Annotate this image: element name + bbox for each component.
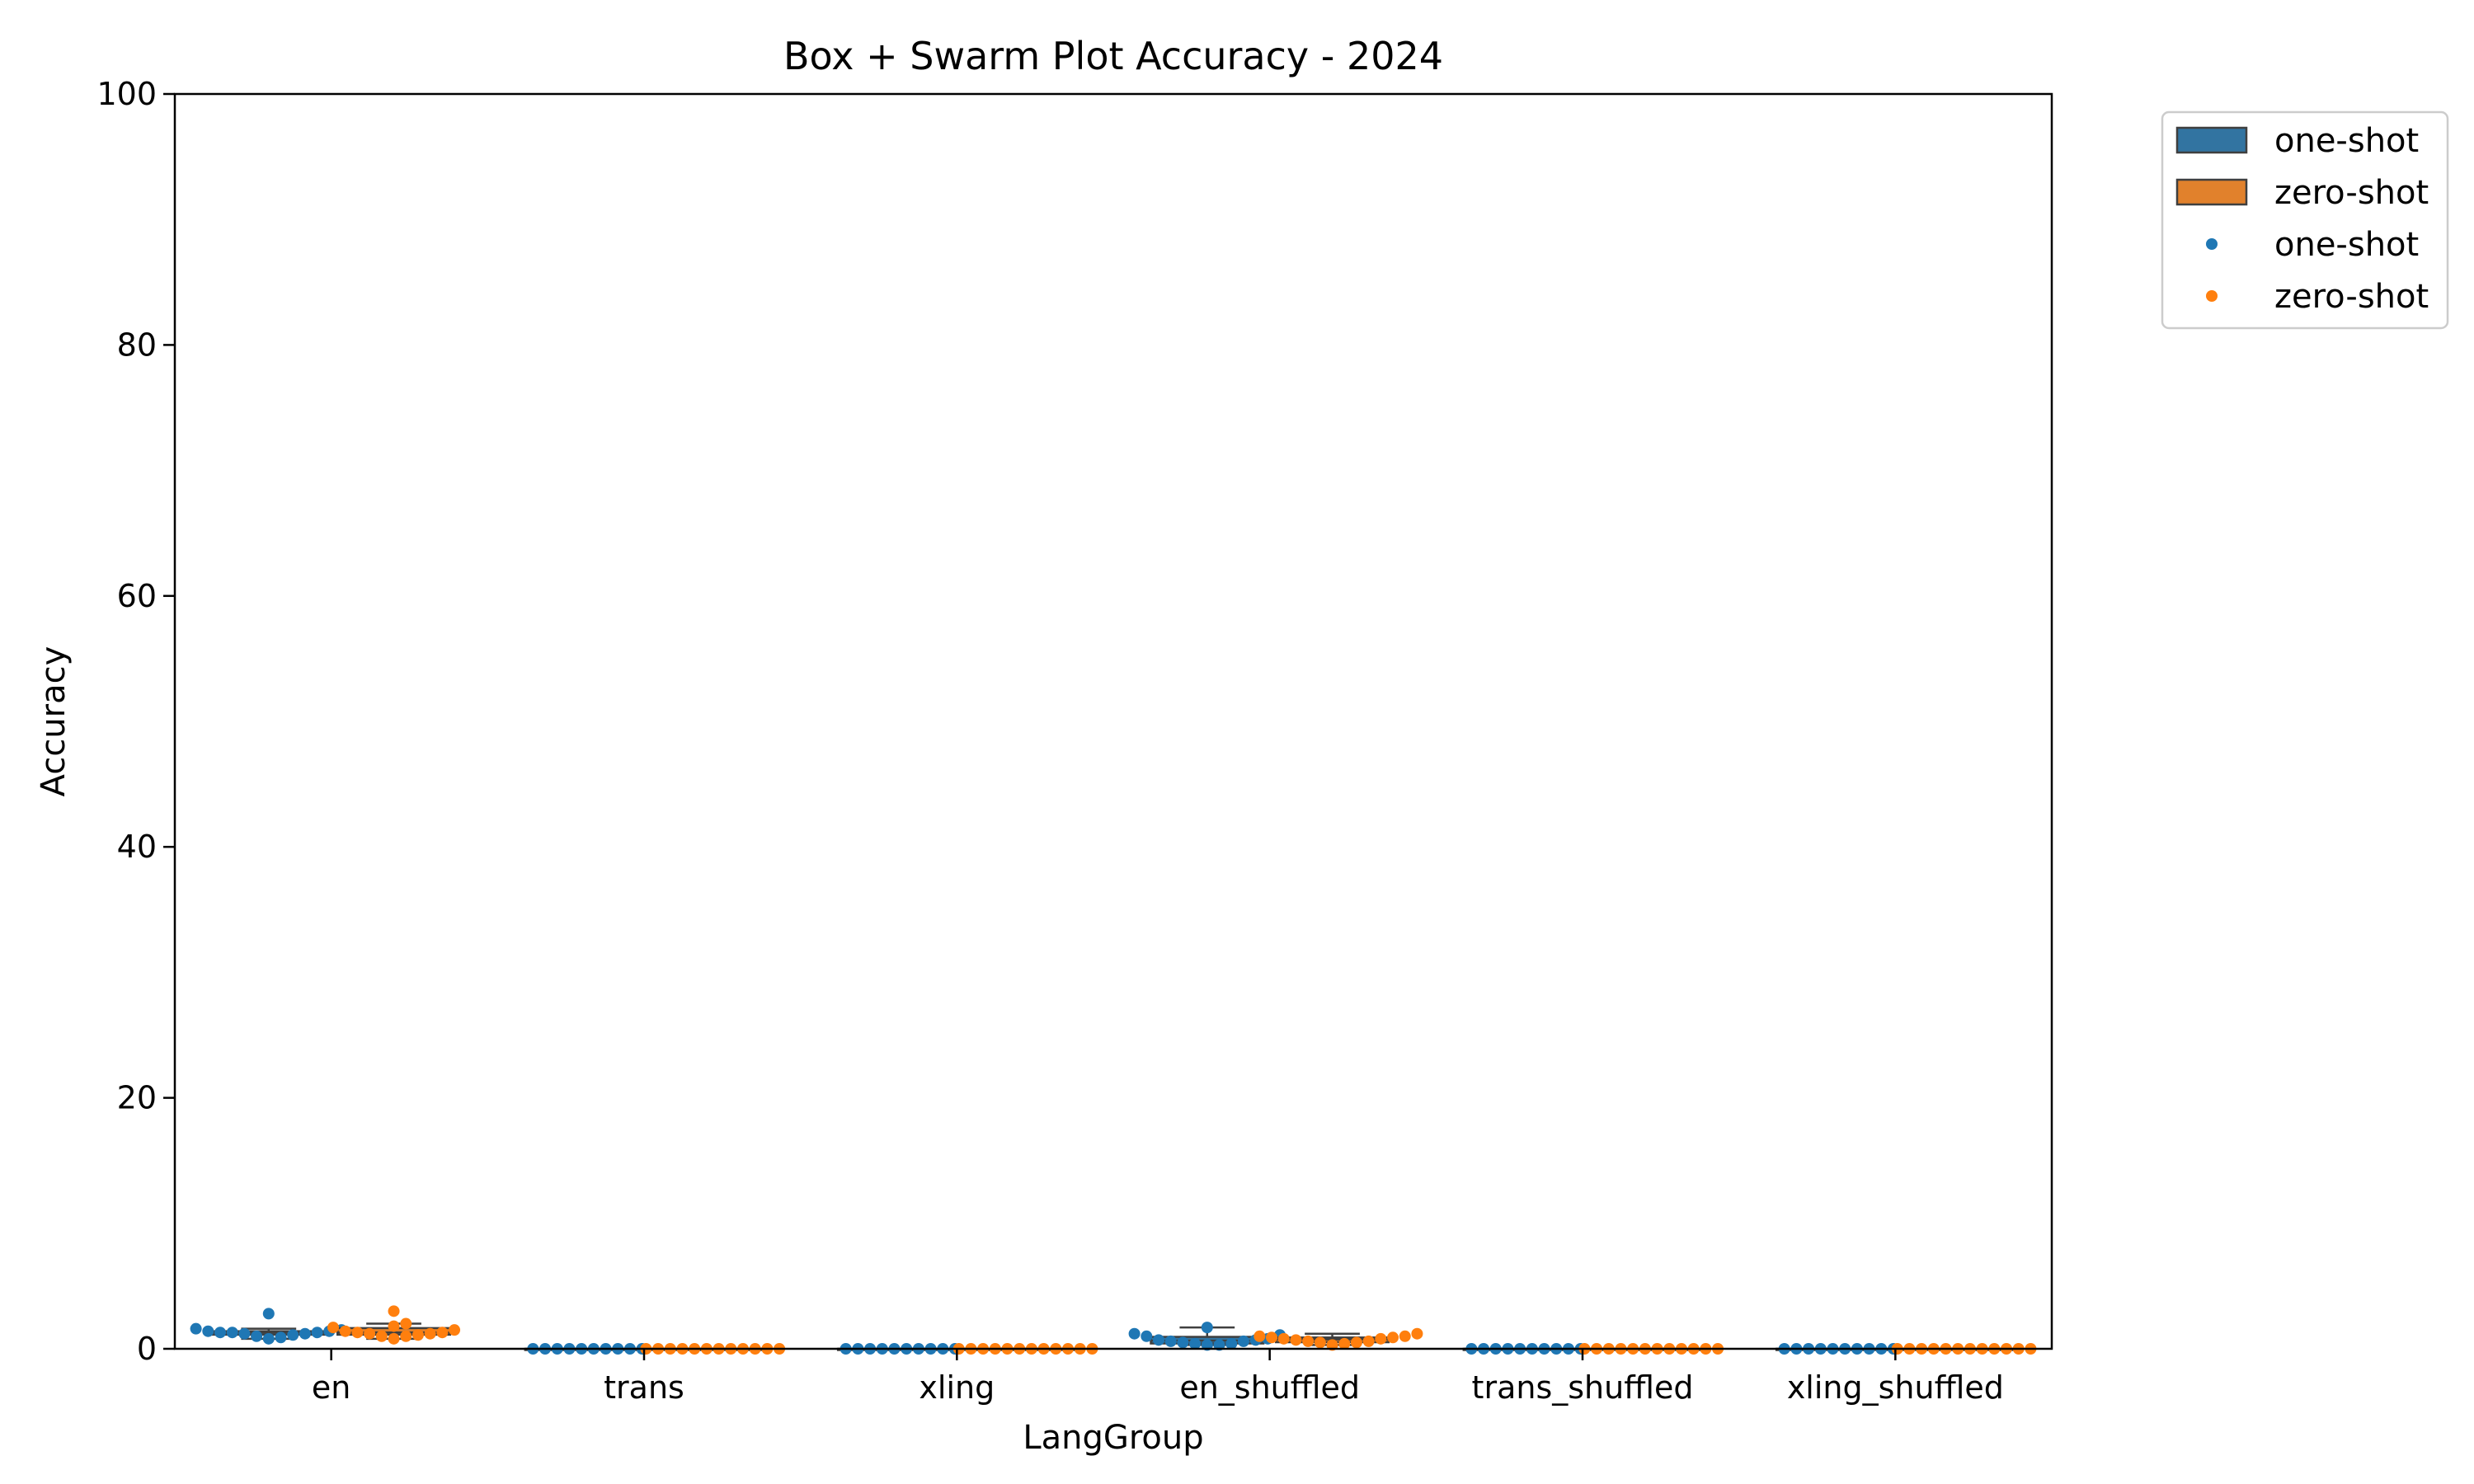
x-tick-label: xling_shuffled — [1787, 1369, 2004, 1406]
y-axis-label: Accuracy — [35, 646, 73, 797]
swarm-point-zero-shot — [424, 1327, 436, 1340]
swarm-point-one-shot — [214, 1327, 226, 1339]
y-tick-label: 40 — [117, 829, 157, 865]
swarm-point-zero-shot — [1314, 1336, 1326, 1349]
swarm-point-zero-shot — [364, 1327, 376, 1340]
swarm-point-one-shot — [190, 1322, 202, 1335]
swarm-point-one-shot — [1153, 1334, 1164, 1346]
x-tick-label: trans — [604, 1369, 684, 1406]
swarm-point-one-shot — [238, 1327, 251, 1340]
swarm-point-one-shot — [311, 1327, 323, 1339]
x-axis-label: LangGroup — [1023, 1419, 1203, 1457]
swarm-point-zero-shot — [1350, 1336, 1362, 1349]
x-tick-label: trans_shuffled — [1472, 1369, 1694, 1406]
swarm-point-one-shot — [262, 1332, 275, 1345]
swarm-point-zero-shot — [1290, 1334, 1302, 1346]
legend-label: one-shot — [2274, 226, 2419, 264]
swarm-point-one-shot — [226, 1327, 238, 1339]
swarm-point-zero-shot — [388, 1332, 400, 1345]
swarm-point-zero-shot — [1253, 1330, 1266, 1342]
swarm-point-one-shot — [1141, 1330, 1153, 1342]
x-tick-label: en — [312, 1369, 350, 1406]
swarm-point-one-shot — [1225, 1337, 1238, 1350]
legend-box-swatch-zero-shot — [2175, 178, 2248, 206]
swarm-point-zero-shot — [412, 1329, 424, 1341]
plot-frame — [173, 92, 2053, 1350]
swarm-point-zero-shot — [339, 1325, 351, 1337]
legend-label: zero-shot — [2274, 278, 2429, 316]
y-tick-label: 60 — [117, 578, 157, 614]
swarm-point-zero-shot — [400, 1330, 412, 1342]
swarm-point-one-shot — [275, 1331, 287, 1344]
legend-point-swatch-zero-shot — [2206, 290, 2218, 302]
swarm-point-zero-shot — [436, 1327, 449, 1339]
swarm-point-zero-shot — [351, 1327, 364, 1339]
swarm-point-zero-shot — [375, 1330, 388, 1342]
swarm-point-one-shot — [1164, 1335, 1177, 1347]
swarm-point-zero-shot — [327, 1322, 340, 1334]
swarm-point-zero-shot — [1338, 1337, 1351, 1350]
swarm-point-zero-shot — [1362, 1335, 1375, 1347]
swarm-point-one-shot — [1201, 1322, 1213, 1334]
legend-frame — [2161, 110, 2449, 330]
swarm-point-zero-shot — [1277, 1332, 1290, 1345]
legend: one-shot zero-shot one-shot zero-shot — [2161, 110, 2449, 330]
swarm-point-zero-shot — [400, 1317, 412, 1330]
legend-point-swatch-one-shot — [2206, 238, 2218, 250]
swarm-point-one-shot — [202, 1325, 214, 1337]
y-tick-label: 100 — [96, 76, 157, 112]
y-tick-label: 80 — [117, 326, 157, 363]
swarm-point-zero-shot — [1302, 1335, 1315, 1347]
swarm-point-one-shot — [287, 1329, 299, 1341]
swarm-point-zero-shot — [1387, 1331, 1399, 1344]
legend-box-swatch-one-shot — [2175, 126, 2248, 154]
swarm-point-zero-shot — [449, 1324, 461, 1336]
swarm-point-one-shot — [299, 1327, 311, 1340]
swarm-point-zero-shot — [1375, 1332, 1387, 1345]
y-tick-label: 0 — [137, 1331, 157, 1367]
swarm-point-one-shot — [1177, 1336, 1189, 1349]
swarm-point-one-shot — [1128, 1327, 1141, 1340]
swarm-point-zero-shot — [1411, 1327, 1423, 1340]
swarm-point-zero-shot — [388, 1305, 400, 1317]
swarm-point-one-shot — [262, 1308, 275, 1320]
swarm-point-zero-shot — [1266, 1331, 1278, 1344]
chart-title: Box + Swarm Plot Accuracy - 2024 — [783, 34, 1443, 78]
y-tick-label: 20 — [117, 1080, 157, 1116]
legend-label: zero-shot — [2274, 174, 2429, 212]
swarm-point-zero-shot — [388, 1320, 400, 1332]
swarm-point-one-shot — [251, 1330, 263, 1342]
x-tick-label: xling — [919, 1369, 995, 1406]
swarm-point-zero-shot — [1399, 1330, 1411, 1342]
axes: 0 20 40 60 80 100 en trans xling en_shuffled trans… — [96, 76, 2003, 1406]
x-tick-label: en_shuffled — [1179, 1369, 1360, 1406]
legend-label: one-shot — [2274, 122, 2419, 160]
swarm-point-one-shot — [1237, 1335, 1249, 1347]
swarm-point-one-shot — [1189, 1337, 1202, 1350]
